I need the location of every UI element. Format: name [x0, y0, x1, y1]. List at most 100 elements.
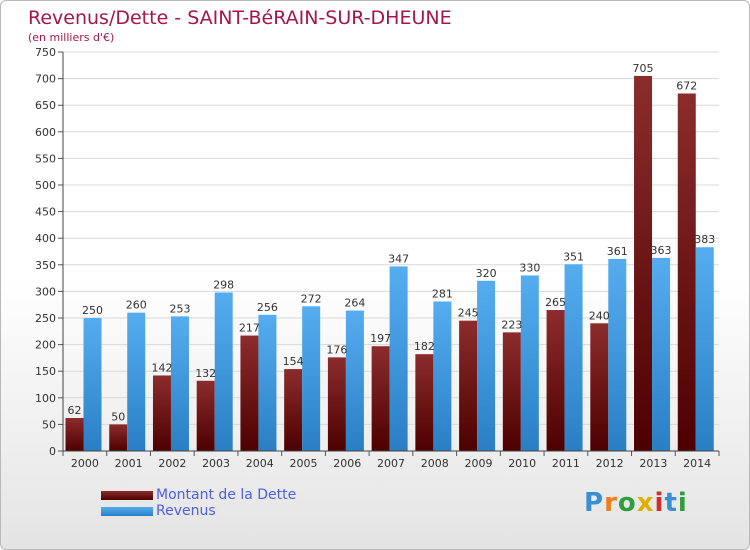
- bar-revenus: [564, 264, 583, 451]
- logo-letter: r: [604, 488, 618, 518]
- bar-revenus: [345, 310, 364, 451]
- x-tick-label: 2000: [71, 457, 99, 470]
- data-label-revenus: 253: [169, 302, 190, 315]
- bar-revenus: [389, 266, 408, 451]
- data-label-dette: 705: [633, 62, 654, 75]
- data-label-dette: 176: [326, 343, 347, 356]
- data-label-revenus: 383: [694, 233, 715, 246]
- y-tick-label: 50: [42, 418, 56, 431]
- x-tick-label: 2006: [333, 457, 361, 470]
- data-label-revenus: 250: [82, 304, 103, 317]
- x-tick-label: 2002: [158, 457, 186, 470]
- data-label-dette: 223: [501, 318, 522, 331]
- bar-dette: [65, 418, 84, 451]
- data-label-revenus: 363: [651, 244, 672, 257]
- x-tick-label: 2014: [683, 457, 711, 470]
- logo-letter: i: [654, 488, 665, 518]
- bar-dette: [371, 346, 390, 451]
- y-tick-label: 0: [49, 445, 56, 458]
- y-tick-label: 500: [35, 179, 56, 192]
- data-label-revenus: 320: [476, 267, 497, 280]
- bar-dette: [109, 424, 128, 451]
- x-tick-label: 2008: [421, 457, 449, 470]
- data-label-dette: 240: [589, 309, 610, 322]
- x-tick-label: 2005: [290, 457, 318, 470]
- bar-dette: [459, 320, 478, 451]
- y-tick-label: 550: [35, 152, 56, 165]
- x-tick-label: 2001: [115, 457, 143, 470]
- bar-revenus: [302, 306, 321, 451]
- data-label-dette: 154: [283, 355, 304, 368]
- y-tick-label: 650: [35, 99, 56, 112]
- y-tick-label: 750: [35, 46, 56, 59]
- x-tick-label: 2003: [202, 457, 230, 470]
- chart-subtitle: (en milliers d'€): [28, 31, 115, 44]
- logo-letter: x: [636, 488, 655, 518]
- bar-dette: [196, 380, 215, 451]
- data-label-revenus: 330: [519, 261, 540, 274]
- bar-dette: [415, 354, 434, 451]
- x-tick-label: 2013: [639, 457, 667, 470]
- chart-title: Revenus/Dette - SAINT-BéRAIN-SUR-DHEUNE: [28, 7, 452, 29]
- bar-dette: [502, 332, 521, 451]
- bar-revenus: [477, 280, 496, 451]
- data-label-dette: 50: [111, 410, 125, 423]
- data-label-revenus: 260: [126, 299, 147, 312]
- data-label-dette: 245: [458, 307, 479, 320]
- legend-swatch-revenus: [101, 507, 153, 516]
- data-label-revenus: 272: [301, 292, 322, 305]
- bar-dette: [240, 335, 259, 451]
- logo-letter: P: [584, 488, 605, 518]
- data-label-dette: 142: [151, 361, 172, 374]
- data-label-dette: 217: [239, 322, 260, 335]
- bar-revenus: [652, 257, 671, 451]
- x-tick-label: 2012: [596, 457, 624, 470]
- data-label-revenus: 298: [213, 278, 234, 291]
- y-tick-label: 350: [35, 259, 56, 272]
- bar-revenus: [520, 275, 539, 451]
- y-tick-label: 300: [35, 285, 56, 298]
- x-tick-label: 2010: [508, 457, 536, 470]
- data-label-revenus: 347: [388, 252, 409, 265]
- bar-dette: [634, 75, 653, 451]
- x-tick-label: 2007: [377, 457, 405, 470]
- data-label-revenus: 361: [607, 245, 628, 258]
- bar-revenus: [127, 312, 146, 451]
- bar-revenus: [83, 318, 102, 451]
- y-tick-label: 100: [35, 392, 56, 405]
- bar-dette: [546, 310, 565, 451]
- legend-label-dette: Montant de la Dette: [156, 487, 297, 503]
- logo-letter: t: [664, 488, 678, 518]
- y-tick-label: 150: [35, 365, 56, 378]
- y-tick-label: 250: [35, 312, 56, 325]
- bar-dette: [327, 357, 346, 451]
- data-label-dette: 197: [370, 332, 391, 345]
- bar-revenus: [170, 316, 189, 451]
- data-label-revenus: 256: [257, 301, 278, 314]
- bar-revenus: [433, 301, 452, 451]
- legend-label-revenus: Revenus: [156, 503, 216, 519]
- x-tick-label: 2009: [464, 457, 492, 470]
- data-label-dette: 265: [545, 296, 566, 309]
- y-tick-label: 600: [35, 126, 56, 139]
- legend-swatch-dette: [101, 491, 153, 500]
- logo-letter: i: [677, 488, 688, 518]
- bar-dette: [152, 375, 171, 451]
- data-label-dette: 132: [195, 367, 216, 380]
- bar-dette: [284, 369, 303, 451]
- logo-letter: o: [617, 488, 637, 518]
- y-tick-label: 200: [35, 339, 56, 352]
- x-tick-label: 2004: [246, 457, 274, 470]
- data-label-dette: 182: [414, 340, 435, 353]
- data-label-dette: 62: [68, 404, 82, 417]
- y-tick-label: 400: [35, 232, 56, 245]
- y-tick-label: 700: [35, 73, 56, 86]
- bar-revenus: [608, 258, 627, 451]
- proxiti-logo: Proxiti: [584, 488, 688, 518]
- data-label-revenus: 351: [563, 250, 584, 263]
- bar-revenus: [695, 247, 714, 451]
- x-tick-label: 2011: [552, 457, 580, 470]
- data-label-revenus: 281: [432, 288, 453, 301]
